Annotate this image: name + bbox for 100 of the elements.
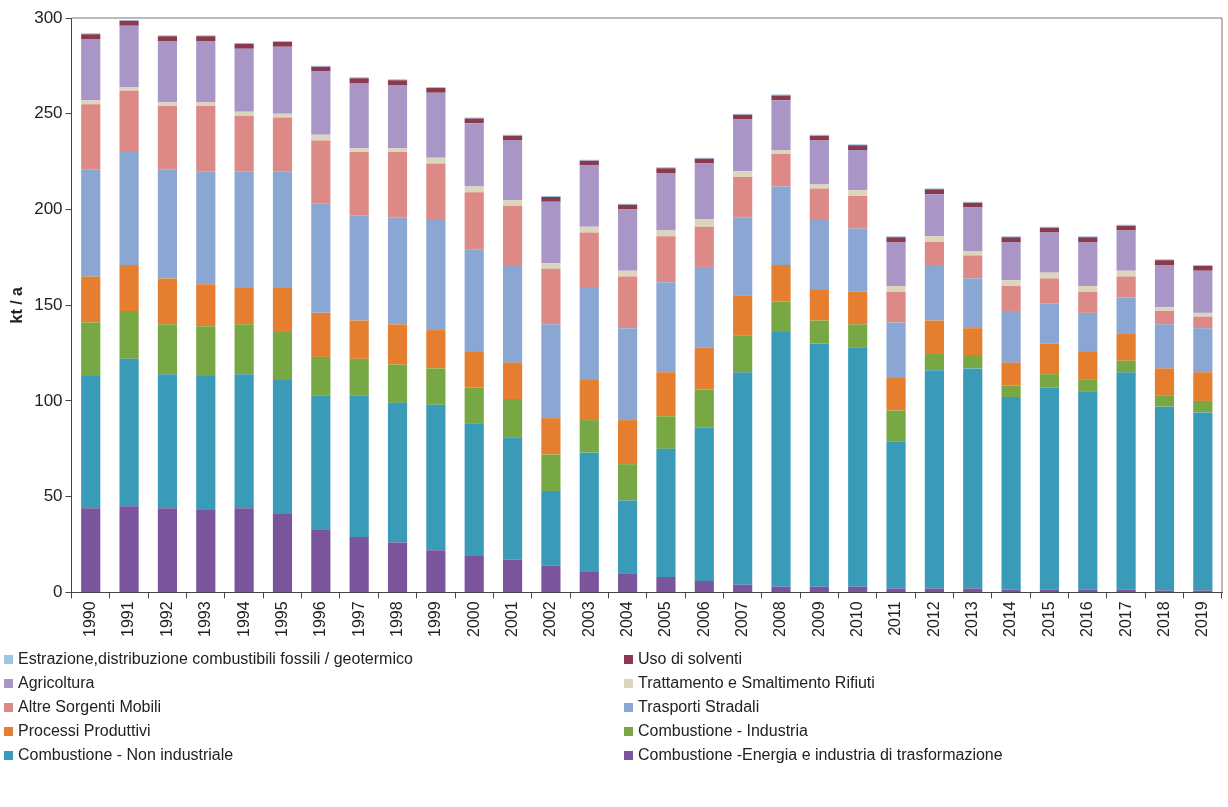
bar [234, 48, 254, 112]
bar [157, 508, 178, 592]
bar [541, 454, 561, 491]
x-tick-label: 2005 [656, 601, 674, 637]
bar [349, 83, 369, 149]
bar [1154, 260, 1175, 265]
bar [1193, 316, 1213, 329]
x-tick-label: 2016 [1078, 601, 1096, 637]
bar [771, 586, 791, 592]
bar [81, 508, 101, 592]
bar [1154, 310, 1175, 325]
bar [1116, 276, 1136, 298]
bar [349, 320, 369, 359]
bar [464, 423, 484, 557]
bar [234, 508, 254, 592]
bar [579, 287, 599, 380]
bar [81, 100, 101, 105]
bar [311, 203, 331, 313]
bar [694, 158, 714, 164]
legend-label: Trasporti Stradali [638, 698, 760, 716]
x-tick-label: 2007 [733, 601, 751, 637]
bar [502, 199, 523, 206]
bar [426, 404, 446, 551]
bar [464, 123, 484, 187]
x-tick-label: 2008 [771, 601, 789, 637]
x-tick-label: 2018 [1154, 601, 1172, 637]
x-tick-label: 2002 [541, 601, 559, 637]
bar [848, 291, 868, 325]
bar [387, 402, 408, 543]
bar [119, 310, 139, 359]
bar [541, 201, 561, 264]
bar [81, 169, 101, 277]
bar [963, 278, 983, 329]
bar [502, 399, 523, 438]
bar [771, 332, 791, 587]
bar [387, 324, 408, 365]
bar [886, 291, 906, 323]
bar [234, 43, 254, 49]
bar [963, 255, 983, 279]
bar [196, 40, 216, 103]
x-tick-label: 2000 [464, 601, 482, 637]
x-tick-label: 2009 [809, 601, 827, 637]
bar [1001, 385, 1021, 398]
bar [234, 374, 254, 509]
bar [618, 276, 638, 329]
bar [809, 140, 829, 185]
bar [848, 347, 868, 587]
bar [81, 34, 101, 40]
bar [1154, 368, 1175, 396]
bar [119, 20, 139, 26]
bar [426, 87, 446, 93]
bar [733, 171, 753, 177]
bar [464, 351, 484, 388]
bar [733, 217, 753, 296]
x-tick-label: 1997 [349, 601, 367, 637]
bar [924, 242, 944, 265]
bar [733, 295, 753, 336]
bar [311, 395, 331, 530]
bar [349, 395, 369, 537]
bar [656, 282, 676, 373]
bar [1193, 328, 1213, 373]
bar [426, 92, 446, 158]
bar [809, 343, 829, 587]
x-tick-label: 1994 [234, 601, 252, 637]
bar [387, 148, 408, 153]
y-tick-label: 100 [34, 390, 63, 410]
bar [1078, 312, 1098, 352]
bar [1001, 310, 1021, 363]
bar [541, 490, 561, 566]
bar [618, 573, 638, 592]
bar [1001, 362, 1021, 386]
x-tick-label: 2011 [886, 601, 904, 636]
bar [848, 196, 868, 229]
bar [426, 330, 446, 369]
bar [733, 372, 753, 585]
y-tick-label: 50 [43, 486, 63, 506]
bar [81, 376, 101, 509]
bar [349, 148, 369, 153]
bar [81, 39, 101, 101]
bar [541, 268, 561, 325]
bar [1154, 265, 1175, 308]
bar [502, 265, 523, 363]
bar [809, 586, 829, 592]
bar [541, 324, 561, 419]
bar [963, 328, 983, 355]
bar [771, 265, 791, 302]
bar [234, 287, 254, 325]
bar [1154, 395, 1175, 407]
bar [694, 347, 714, 390]
bar [464, 387, 484, 424]
bar [924, 320, 944, 354]
bar [272, 46, 293, 114]
bar [464, 186, 484, 193]
bar [579, 571, 599, 592]
bar [1116, 372, 1136, 590]
bar [196, 171, 216, 285]
x-tick-label: 2006 [694, 601, 712, 637]
bar [541, 418, 561, 455]
x-tick-label: 2003 [579, 601, 597, 637]
bar [579, 379, 599, 421]
